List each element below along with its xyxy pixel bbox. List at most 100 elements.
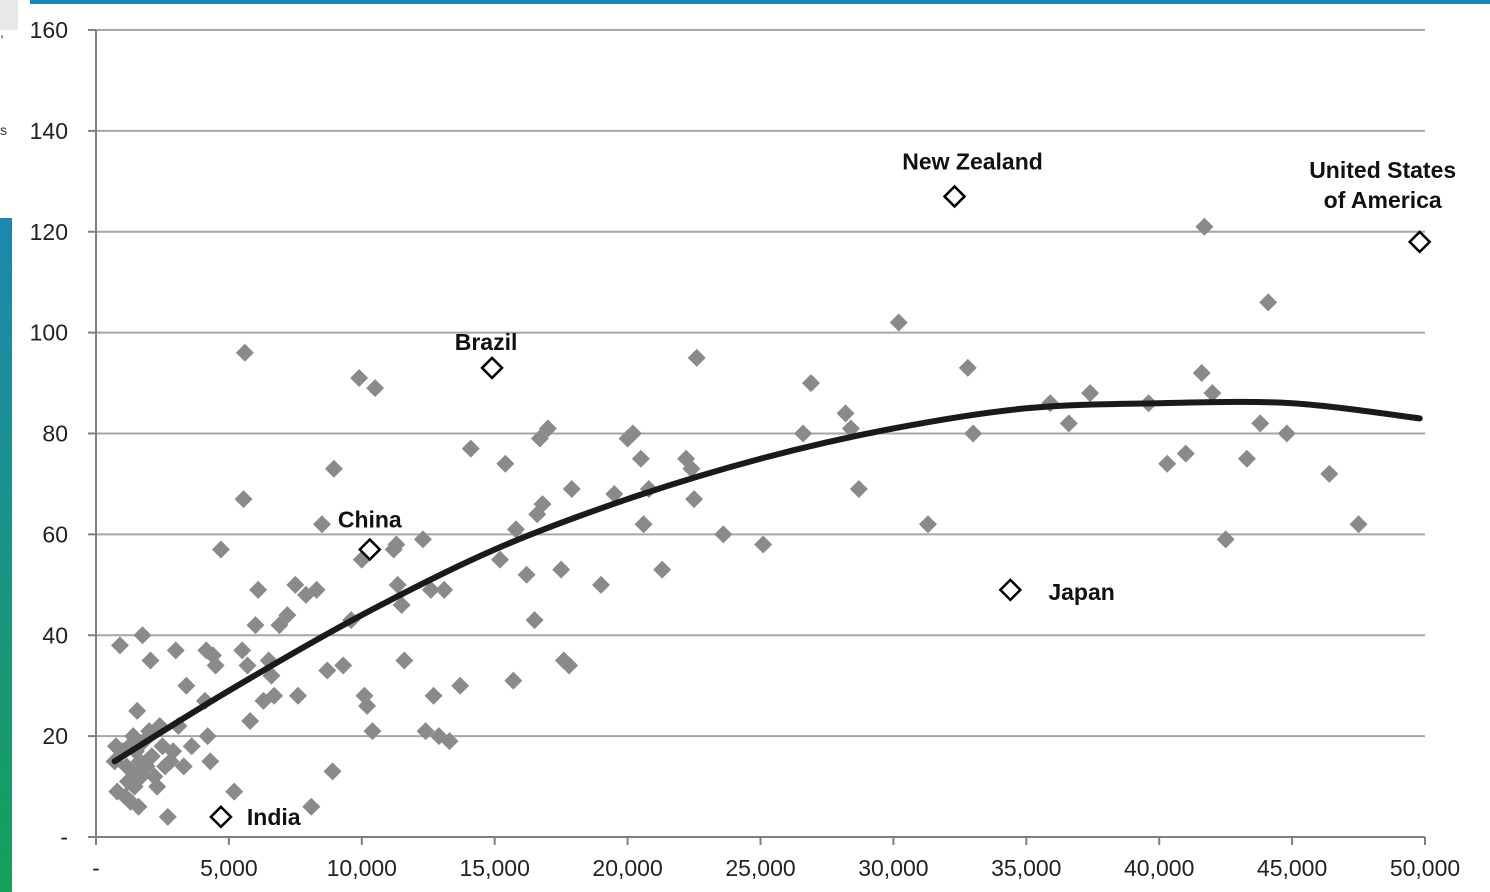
data-point [142,747,161,766]
axes: - 20 40 60 80 100 120 140 160 - 5,000 10,000 15,000 2… [30,17,1461,881]
data-point [164,742,183,761]
data-point [177,676,196,695]
y-tick-label: 40 [42,622,68,648]
data-point [1158,454,1177,473]
data-point [1195,217,1214,236]
data-point [238,656,257,675]
data-point [334,656,353,675]
data-point [552,560,571,579]
data-point [395,651,414,670]
data-point [201,752,220,771]
data-point [166,641,185,660]
data-point [312,515,331,534]
data-point [270,616,289,635]
gridlines [96,29,1425,738]
data-point [1349,515,1368,534]
data-point [802,374,821,393]
data-point [318,661,337,680]
data-point [517,565,536,584]
data-point [538,419,557,438]
data-point [129,797,148,816]
data-point [1059,414,1078,433]
data-point [110,636,129,655]
data-point [198,727,217,746]
data-point [128,701,147,720]
data-point [141,651,160,670]
x-tick-label: - [92,855,100,881]
annotation-label: Japan [1048,579,1114,605]
y-tick-label: 140 [30,118,68,144]
y-tick-label: 160 [30,17,68,43]
data-point [682,459,701,478]
data-point [623,424,642,443]
data-point [286,575,305,594]
x-tick-label: 10,000 [327,855,397,881]
data-point [1237,449,1256,468]
x-tick-label: 50,000 [1390,855,1460,881]
top-accent-rule [30,0,1490,4]
x-tick-label: 5,000 [200,855,258,881]
data-point [416,722,435,741]
data-point [366,379,385,398]
data-point [918,515,937,534]
highlighted-point [209,805,233,829]
data-point [363,722,382,741]
data-point [889,313,908,332]
data-point [754,535,773,554]
data-point [302,797,321,816]
data-point [246,616,265,635]
edge-text-fragment: s [0,122,7,138]
annotation-label: United States [1309,157,1456,183]
data-point [307,580,326,599]
data-point [1192,363,1211,382]
data-point [116,787,135,806]
data-point [1203,384,1222,403]
data-point [794,424,813,443]
data-point [358,696,377,715]
x-tick-label: 35,000 [991,855,1061,881]
data-point [560,656,579,675]
annotations: India China Brazil New Zealand Japan United S… [247,148,1456,829]
highlighted-points [209,184,1432,829]
annotation-label: India [247,804,301,830]
data-point [836,404,855,423]
data-point [234,490,253,509]
data-point [491,550,510,569]
data-point [1277,424,1296,443]
data-point [324,459,343,478]
data-point [605,485,624,504]
highlighted-point [480,356,504,380]
x-tick-label: 40,000 [1124,855,1194,881]
data-point [849,479,868,498]
data-point [964,424,983,443]
data-point [592,575,611,594]
highlighted-point [358,537,382,562]
data-point [174,757,193,776]
data-point [562,479,581,498]
data-point [233,641,252,660]
data-point [533,495,552,514]
data-point [388,575,407,594]
y-tick-label: 80 [42,421,68,447]
data-point [387,535,406,554]
data-point [525,611,544,630]
top-left-panel-edge [0,0,18,30]
data-point [225,782,244,801]
data-point [133,626,152,645]
data-point [958,358,977,377]
data-point [421,580,440,599]
highlighted-point [942,184,967,209]
data-point [504,671,523,690]
trendline-layer [111,398,1423,765]
data-point [413,530,432,549]
data-point [241,711,260,730]
data-point [1320,464,1339,483]
highlighted-point [998,578,1023,602]
data-point [148,777,167,796]
data-point [506,520,525,539]
data-point [206,656,225,675]
data-point [249,580,268,599]
data-point [687,348,706,367]
data-point [392,595,411,614]
